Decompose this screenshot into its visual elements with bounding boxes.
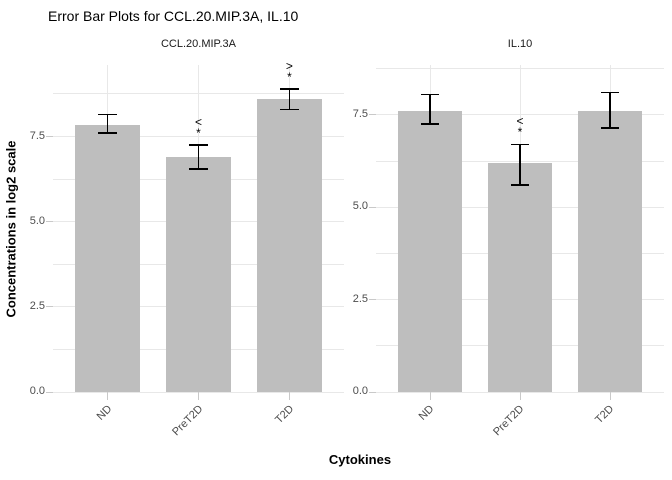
y-axis-tick bbox=[369, 299, 376, 301]
y-tick-label: 0.0 bbox=[29, 385, 45, 397]
errorbar-cap-top-T2D bbox=[280, 88, 299, 90]
x-axis-title: Cytokines bbox=[328, 452, 392, 467]
x-tick-label-T2D: T2D bbox=[272, 403, 296, 427]
y-axis-title-text: Concentrations in log2 scale bbox=[3, 140, 19, 317]
y-tick-label: 2.5 bbox=[352, 292, 368, 305]
y-tick-label: 5.0 bbox=[352, 200, 368, 213]
y-axis-tick bbox=[369, 391, 376, 393]
y-axis-tick bbox=[46, 391, 53, 393]
y-tick-label: 5.0 bbox=[29, 214, 45, 227]
panel-title-il10: IL.10 bbox=[507, 38, 533, 50]
errorbar-cap-bottom-T2D bbox=[601, 127, 619, 129]
annotation-line: * bbox=[287, 69, 292, 84]
errorbar-cap-bottom-PreT2D bbox=[189, 168, 208, 170]
annotation-PreT2D: < * bbox=[490, 114, 550, 140]
y-axis-title: Concentrations in log2 scale bbox=[0, 65, 22, 392]
y-tick-label: 7.5 bbox=[352, 107, 368, 120]
figure-title: Error Bar Plots for CCL.20.MIP.3A, IL.10 bbox=[48, 8, 299, 24]
annotation-T2D: > * bbox=[259, 58, 319, 84]
annotation-line: < bbox=[516, 114, 524, 129]
plot-panel-ccl20mip3a: 0.0 2.5 5.0 7.5 ND PreT2D T2D < * > * bbox=[30, 60, 344, 438]
errorbar-cap-bottom-T2D bbox=[280, 108, 299, 111]
annotation-line: < bbox=[194, 115, 202, 130]
bar-T2D bbox=[256, 99, 323, 392]
errorbar-cap-bottom-ND bbox=[98, 132, 117, 134]
bar-PreT2D bbox=[165, 156, 232, 392]
y-axis-tick bbox=[369, 206, 376, 208]
x-axis-tick bbox=[198, 392, 199, 400]
errorbar-line-ND bbox=[106, 114, 109, 134]
errorbar-line-ND bbox=[429, 94, 431, 125]
errorbar-line-PreT2D bbox=[519, 144, 521, 186]
y-tick-label: 2.5 bbox=[29, 299, 45, 312]
x-axis-tick bbox=[609, 392, 611, 400]
errorbar-cap-top-ND bbox=[421, 93, 439, 96]
bar-ND bbox=[397, 111, 463, 392]
bar-T2D bbox=[577, 111, 643, 392]
errorbar-line-PreT2D bbox=[197, 145, 200, 169]
x-tick-label-PreT2D: PreT2D bbox=[491, 403, 527, 439]
y-axis-tick bbox=[46, 306, 53, 308]
annotation-line: * bbox=[196, 126, 201, 141]
annotation-line: * bbox=[517, 125, 523, 140]
x-axis-tick bbox=[519, 392, 521, 400]
errorbar-cap-top-T2D bbox=[601, 91, 619, 94]
annotation-line: > bbox=[285, 58, 293, 73]
y-axis-tick bbox=[46, 136, 53, 138]
x-tick-label-T2D: T2D bbox=[593, 403, 617, 427]
annotation-PreT2D: < * bbox=[169, 115, 229, 141]
bar-PreT2D bbox=[487, 162, 553, 392]
errorbar-cap-top-PreT2D bbox=[511, 143, 529, 146]
errorbar-cap-bottom-PreT2D bbox=[511, 184, 529, 186]
y-axis-tick bbox=[369, 114, 376, 116]
errorbar-line-T2D bbox=[609, 92, 611, 128]
plot-panel-il10: 0.0 2.5 5.0 7.5 ND PreT2D T2D < * bbox=[353, 65, 664, 438]
errorbar-cap-bottom-ND bbox=[421, 123, 439, 125]
x-tick-label-ND: ND bbox=[416, 403, 437, 423]
errorbar-line-T2D bbox=[288, 88, 291, 110]
y-tick-label: 0.0 bbox=[352, 385, 368, 397]
x-tick-label-PreT2D: PreT2D bbox=[169, 403, 205, 439]
x-axis-tick bbox=[107, 392, 109, 400]
y-axis-tick bbox=[46, 221, 53, 223]
x-axis-tick bbox=[429, 392, 431, 400]
bar-ND bbox=[74, 124, 141, 392]
errorbar-cap-top-PreT2D bbox=[189, 144, 208, 146]
errorbar-cap-top-ND bbox=[98, 113, 117, 116]
y-tick-label: 7.5 bbox=[29, 129, 45, 142]
x-axis-tick bbox=[288, 392, 290, 400]
panel-title-ccl20mip3a: CCL.20.MIP.3A bbox=[160, 38, 236, 50]
x-tick-label-ND: ND bbox=[94, 403, 115, 423]
